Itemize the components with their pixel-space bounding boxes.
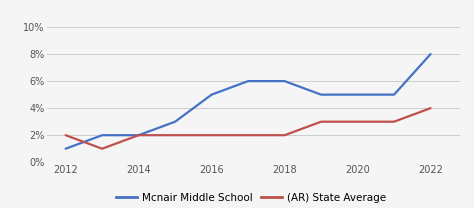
(AR) State Average — [172, 134, 178, 136]
Mcnair Middle School — [391, 93, 397, 96]
Legend: Mcnair Middle School, (AR) State Average: Mcnair Middle School, (AR) State Average — [116, 193, 386, 203]
(AR) State Average — [209, 134, 214, 136]
(AR) State Average — [99, 147, 105, 150]
Mcnair Middle School — [136, 134, 141, 136]
(AR) State Average — [391, 120, 397, 123]
Mcnair Middle School — [209, 93, 214, 96]
Mcnair Middle School — [318, 93, 324, 96]
Mcnair Middle School — [428, 53, 433, 55]
(AR) State Average — [245, 134, 251, 136]
Line: Mcnair Middle School: Mcnair Middle School — [65, 54, 430, 149]
Mcnair Middle School — [245, 80, 251, 82]
Line: (AR) State Average: (AR) State Average — [65, 108, 430, 149]
Mcnair Middle School — [63, 147, 68, 150]
(AR) State Average — [63, 134, 68, 136]
Mcnair Middle School — [355, 93, 360, 96]
(AR) State Average — [428, 107, 433, 109]
(AR) State Average — [355, 120, 360, 123]
Mcnair Middle School — [99, 134, 105, 136]
(AR) State Average — [282, 134, 287, 136]
(AR) State Average — [318, 120, 324, 123]
Mcnair Middle School — [172, 120, 178, 123]
Mcnair Middle School — [282, 80, 287, 82]
(AR) State Average — [136, 134, 141, 136]
